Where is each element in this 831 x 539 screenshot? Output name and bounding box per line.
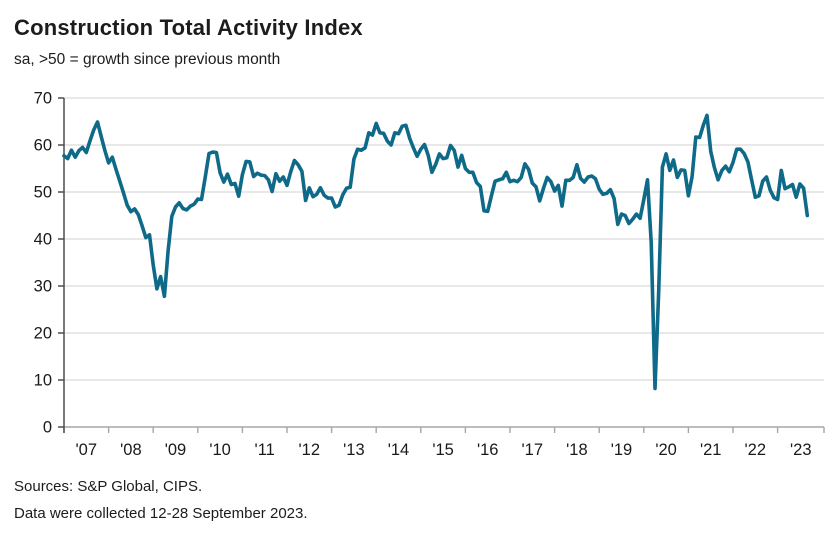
x-tick-label: '18 (566, 441, 588, 459)
x-tick-label: '13 (343, 441, 365, 459)
x-tick-label: '14 (388, 441, 410, 459)
x-tick-label: '20 (655, 441, 677, 459)
y-tick-label: 30 (34, 278, 52, 296)
x-tick-label: '21 (700, 441, 722, 459)
x-tick-label: '07 (76, 441, 98, 459)
x-tick-label: '10 (209, 441, 231, 459)
y-tick-label: 60 (34, 137, 52, 155)
collection-note: Data were collected 12-28 September 2023… (14, 505, 308, 522)
activity-index-line (62, 113, 810, 391)
x-tick-label: '12 (299, 441, 321, 459)
x-tick-label: '16 (477, 441, 499, 459)
y-tick-label: 70 (34, 90, 52, 108)
y-tick-label: 0 (43, 419, 52, 437)
x-tick-label: '19 (611, 441, 633, 459)
x-tick-label: '22 (745, 441, 767, 459)
chart-title: Construction Total Activity Index (14, 15, 363, 40)
y-tick-label: 10 (34, 372, 52, 390)
x-tick-label: '09 (165, 441, 187, 459)
x-tick-label: '08 (120, 441, 142, 459)
y-tick-label: 50 (34, 184, 52, 202)
sources-text: Sources: S&P Global, CIPS. (14, 478, 203, 495)
y-tick-label: 20 (34, 325, 52, 343)
activity-line-chart: 0 10 20 30 40 50 60 70 '07 '08 '09 '10 '11 '12 '13 '14 '… (34, 90, 825, 459)
y-tick-label: 40 (34, 231, 52, 249)
x-tick-label: '11 (255, 441, 275, 459)
x-tick-label: '15 (432, 441, 454, 459)
x-tick-label: '23 (790, 441, 812, 459)
chart-subtitle: sa, >50 = growth since previous month (14, 51, 281, 68)
x-tick-label: '17 (522, 441, 544, 459)
